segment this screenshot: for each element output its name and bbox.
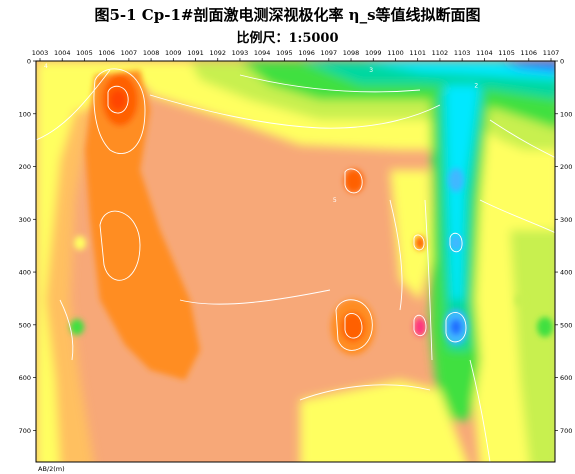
contour-line-7 xyxy=(413,314,427,337)
right-tick-label-6: 600 xyxy=(560,374,572,382)
right-tick-label-0: 0 xyxy=(560,58,564,66)
top-tick-label-14: 1098 xyxy=(343,49,360,57)
contour-line-20 xyxy=(469,359,491,462)
contour-line-12 xyxy=(239,74,421,93)
color-bands xyxy=(36,61,555,462)
top-tick-label-18: 1102 xyxy=(432,49,449,57)
top-tick-label-1: 1004 xyxy=(54,49,71,57)
top-tick-label-11: 1095 xyxy=(276,49,293,57)
anomaly-bodies xyxy=(70,70,553,380)
contour-line-6 xyxy=(445,312,467,343)
contour-label-3: 5 xyxy=(333,197,337,204)
contour-line-19 xyxy=(424,199,433,361)
right-tick-label-2: 200 xyxy=(560,163,572,171)
contour-line-17 xyxy=(179,289,331,305)
contour-line-3 xyxy=(335,299,373,351)
contour-line-8 xyxy=(413,234,425,251)
contour-line-1 xyxy=(107,85,129,114)
top-tick-label-22: 1106 xyxy=(521,49,538,57)
contour-line-0 xyxy=(93,68,146,155)
top-tick-label-20: 1104 xyxy=(476,49,493,57)
body-green-right xyxy=(537,317,553,337)
top-tick-label-17: 1101 xyxy=(409,49,426,57)
chart-title: 图5-1 Cp-1#剖面激电测深视极化率 η_s等值线拟断面图 xyxy=(94,6,481,24)
body-yellow-1004 xyxy=(74,236,86,250)
band-bottom-yellow xyxy=(300,380,467,462)
top-tick-label-21: 1105 xyxy=(498,49,515,57)
band-cyan-top xyxy=(360,61,555,80)
left-tick-label-3: 300 xyxy=(19,216,31,224)
top-tick-label-9: 1093 xyxy=(232,49,249,57)
band-right-yellow-green xyxy=(510,230,555,462)
body-deep-blue-1103 xyxy=(450,319,462,335)
body-yg-right xyxy=(515,294,525,306)
top-tick-label-15: 1099 xyxy=(365,49,382,57)
contour-line-5 xyxy=(344,168,363,194)
left-tick-label-2: 200 xyxy=(19,163,31,171)
top-tick-label-16: 1100 xyxy=(387,49,404,57)
body-blue-1103-upper xyxy=(448,168,464,192)
contour-line-9 xyxy=(449,232,463,253)
top-tick-label-7: 1091 xyxy=(187,49,204,57)
contour-line-15 xyxy=(59,299,74,361)
left-tick-label-5: 500 xyxy=(19,321,31,329)
top-tick-label-5: 1008 xyxy=(143,49,160,57)
body-dark-1101-upper xyxy=(415,236,425,250)
contour-line-18 xyxy=(389,199,403,311)
chart-subtitle: 比例尺：1:5000 xyxy=(236,31,339,46)
corner-axis-label: AB/2(m) xyxy=(38,465,65,473)
contour-lines xyxy=(36,68,555,462)
top-tick-label-13: 1097 xyxy=(321,49,338,57)
right-tick-label-3: 300 xyxy=(560,216,572,224)
top-tick-label-0: 1003 xyxy=(32,49,49,57)
body-green-1003 xyxy=(70,319,84,335)
left-tick-label-1: 100 xyxy=(19,110,31,118)
band-blue-corner xyxy=(500,61,555,72)
right-tick-label-7: 700 xyxy=(560,427,572,435)
contour-line-10 xyxy=(36,69,111,141)
contour-line-11 xyxy=(149,94,441,129)
band-left-yellow xyxy=(36,61,90,462)
top-tick-label-19: 1103 xyxy=(454,49,471,57)
contour-label-1: 3 xyxy=(369,67,373,74)
contour-line-4 xyxy=(344,312,363,339)
right-tick-label-5: 500 xyxy=(560,321,572,329)
contour-line-13 xyxy=(489,119,555,158)
band-mid-yellow xyxy=(390,170,432,300)
contour-label-2: 2 xyxy=(474,83,478,90)
left-tick-label-6: 600 xyxy=(19,374,31,382)
top-tick-label-2: 1005 xyxy=(76,49,93,57)
top-tick-label-8: 1092 xyxy=(209,49,226,57)
top-tick-label-10: 1094 xyxy=(254,49,271,57)
body-orange-left xyxy=(85,70,200,380)
top-tick-label-23: 1107 xyxy=(543,49,560,57)
left-tick-label-7: 700 xyxy=(19,427,31,435)
body-pink-1101 xyxy=(414,318,426,336)
right-tick-label-4: 400 xyxy=(560,269,572,277)
contour-line-16 xyxy=(299,384,431,401)
contour-line-2 xyxy=(99,210,141,281)
contour-label-0: 4 xyxy=(44,63,48,70)
left-tick-label-4: 400 xyxy=(19,269,31,277)
top-tick-label-3: 1006 xyxy=(98,49,115,57)
contour-line-14 xyxy=(479,199,555,234)
top-tick-label-4: 1007 xyxy=(121,49,138,57)
top-tick-label-12: 1096 xyxy=(298,49,315,57)
top-tick-label-6: 1009 xyxy=(165,49,182,57)
body-blue-1103-mid xyxy=(449,235,463,251)
right-tick-label-1: 100 xyxy=(560,110,572,118)
left-tick-label-0: 0 xyxy=(27,58,31,66)
plot-frame xyxy=(35,60,556,463)
body-core-1006 xyxy=(110,90,126,110)
body-dark-1097-upper xyxy=(344,169,364,193)
